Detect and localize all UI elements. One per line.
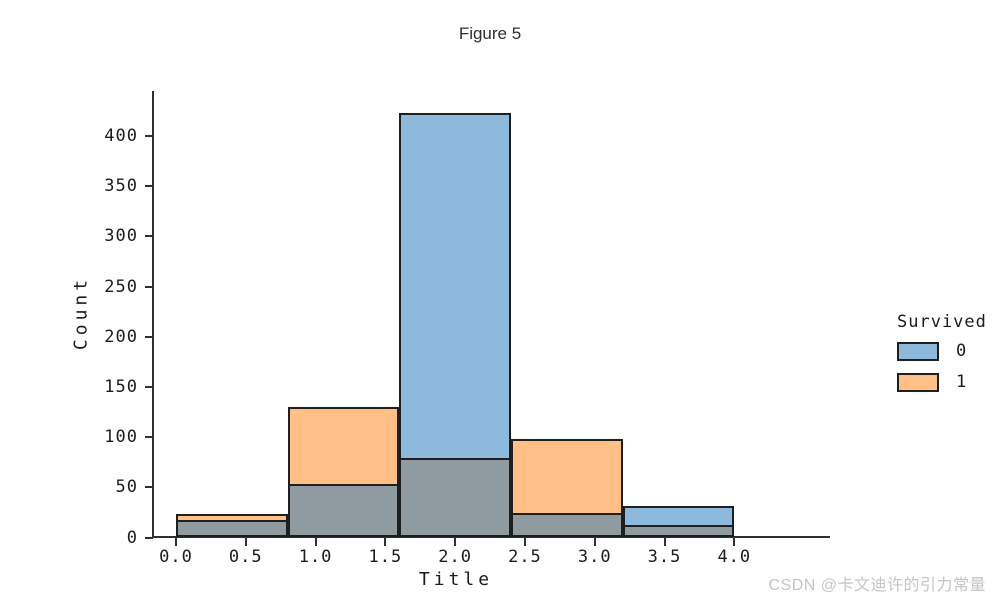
histogram-bar-overlap-segment bbox=[176, 520, 288, 538]
x-tick-label: 4.0 bbox=[717, 547, 752, 567]
x-tick-label: 0.5 bbox=[228, 547, 263, 567]
histogram-bar-top-segment bbox=[399, 112, 511, 459]
x-tick-label: 2.0 bbox=[438, 547, 472, 567]
legend-entry-label: 0 bbox=[956, 341, 967, 361]
y-tick bbox=[145, 385, 153, 388]
x-tick bbox=[175, 538, 177, 546]
histogram-bar-overlap-segment bbox=[399, 458, 511, 538]
legend-swatch bbox=[897, 341, 939, 361]
histogram-bar-top-segment bbox=[176, 514, 288, 521]
x-tick bbox=[523, 538, 526, 546]
figure-title: Figure 5 bbox=[458, 24, 522, 43]
y-tick-label: 0 bbox=[126, 527, 138, 548]
y-tick bbox=[145, 436, 153, 439]
histogram-bar-overlap-segment bbox=[510, 513, 623, 538]
x-tick bbox=[663, 538, 666, 546]
y-tick bbox=[145, 335, 153, 338]
y-tick-label: 250 bbox=[104, 276, 138, 297]
legend-entry: 0 bbox=[897, 341, 997, 361]
x-tick bbox=[454, 538, 457, 546]
y-tick-label: 100 bbox=[104, 427, 138, 448]
x-tick-label: 3.5 bbox=[647, 547, 682, 567]
y-tick-label: 50 bbox=[115, 477, 138, 498]
y-tick bbox=[145, 285, 153, 288]
y-tick-label: 150 bbox=[104, 376, 138, 397]
histogram-bar-overlap-segment bbox=[287, 484, 400, 538]
y-tick bbox=[145, 135, 153, 137]
x-tick-label: 3.0 bbox=[577, 547, 612, 567]
histogram-bar-top-segment bbox=[510, 439, 623, 514]
y-tick-label: 400 bbox=[104, 126, 138, 146]
y-tick-label: 200 bbox=[104, 326, 138, 347]
y-tick bbox=[145, 486, 153, 489]
x-tick bbox=[314, 538, 317, 546]
x-axis-label: Title bbox=[418, 569, 494, 590]
y-axis-label: Count bbox=[70, 275, 92, 351]
histogram-bar-top-segment bbox=[622, 506, 735, 526]
x-tick-label: 1.5 bbox=[368, 547, 403, 567]
x-tick bbox=[733, 538, 736, 546]
legend-entry: 1 bbox=[897, 372, 997, 392]
y-tick-label: 350 bbox=[104, 176, 138, 197]
legend-entry-label: 1 bbox=[956, 372, 967, 392]
x-tick-label: 1.0 bbox=[298, 547, 333, 567]
y-tick bbox=[145, 185, 153, 188]
legend-title: Survived bbox=[897, 312, 987, 332]
y-tick bbox=[145, 235, 153, 238]
y-tick bbox=[145, 536, 153, 539]
x-tick bbox=[244, 538, 247, 546]
x-tick bbox=[384, 538, 387, 546]
watermark: CSDN @卡文迪许的引力常量 bbox=[768, 577, 986, 594]
histogram-bar-overlap-segment bbox=[622, 525, 735, 538]
x-tick-label: 0.0 bbox=[159, 547, 193, 567]
x-tick-label: 2.5 bbox=[508, 547, 542, 567]
x-tick bbox=[593, 538, 596, 546]
histogram-bar-top-segment bbox=[287, 407, 400, 485]
y-tick-label: 300 bbox=[104, 226, 138, 247]
legend-swatch bbox=[897, 372, 939, 392]
